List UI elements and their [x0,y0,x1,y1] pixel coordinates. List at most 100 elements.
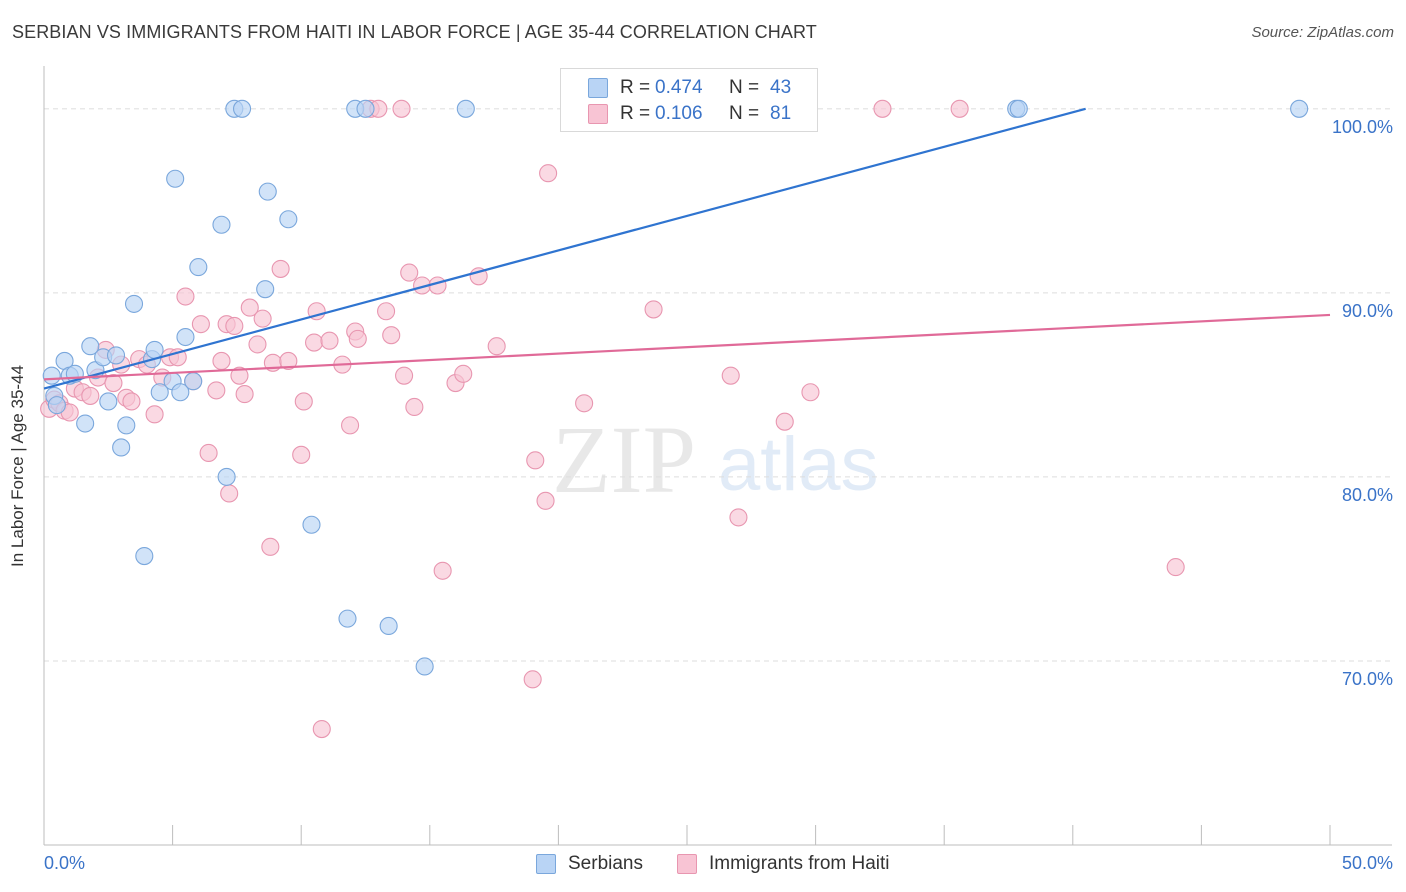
serbian-point [189,258,208,277]
chart-title: SERBIAN VS IMMIGRANTS FROM HAITI IN LABO… [12,22,817,42]
serbian-point [145,340,164,359]
serbians-legend-label: Serbians [568,853,643,874]
serbian-point [415,657,434,676]
haiti-point [575,394,594,413]
n-value: 81 [770,103,792,124]
haiti-point [212,351,231,371]
haiti-point [395,366,414,385]
serbian-point [81,337,100,356]
serbian-point [47,396,66,415]
haiti-point [526,451,545,470]
haiti-point [392,99,411,118]
x-tick-label: 0.0% [44,853,85,873]
grid-lines [44,108,1392,662]
haiti-point [253,309,272,328]
serbians-legend-swatch [536,854,556,874]
serbian-point [42,366,61,385]
haiti-point [729,508,748,527]
haiti-point [279,351,298,371]
axes [43,66,1392,846]
serbian-point [117,416,136,435]
haiti-point [294,392,313,411]
y-tick-label: 100.0% [1332,117,1393,137]
haiti-legend-label: Immigrants from Haiti [709,853,890,874]
haiti-point [801,383,820,402]
haiti-point [341,416,360,435]
haiti-point [261,537,280,556]
serbian-point [99,392,118,411]
r-value: 0.474 [655,77,703,98]
serbian-point [217,467,236,486]
haiti-point [487,337,506,356]
serbian-point [76,414,95,433]
serbian-point [112,438,131,457]
haiti-point [644,300,663,319]
haiti-point [1166,558,1185,577]
haiti-point [207,381,226,400]
serbian-point [338,609,357,628]
correlation-legend: R = 0.474 N = 43 R = 0.106 N = 81 [560,68,818,132]
serbian-point [302,515,321,534]
serbian-point [379,616,398,636]
haiti-point [104,373,123,393]
serbians-swatch [588,78,608,98]
haiti-point [225,316,244,336]
haiti-point [305,333,324,352]
serbian-point [176,327,195,347]
tick-labels: 70.0% 80.0% 90.0% 100.0% 0.0% 50.0% [44,117,1393,873]
haiti-point [191,315,210,334]
haiti-point [536,491,555,510]
watermark-zip: ZIP [552,406,696,513]
haiti-point [382,326,401,345]
haiti-point [240,298,259,317]
n-label: N = [729,77,760,98]
n-value: 43 [770,77,792,98]
x-tick-label: 50.0% [1342,853,1393,873]
trend-lines [43,107,1331,390]
y-tick-label: 90.0% [1342,301,1393,321]
serbian-point [258,182,277,201]
serbian-point [124,294,144,313]
serbian-point [171,383,190,402]
haiti-point [377,302,396,321]
haiti-point [220,484,239,503]
haiti-point [292,445,311,464]
serbian-point [135,546,154,566]
haiti-point [312,719,331,739]
haiti-point [235,385,254,404]
n-label: N = [729,103,760,124]
haiti-point [775,412,794,431]
serbian-point [1290,99,1309,118]
haiti-point [523,670,542,689]
haiti-point [271,259,290,278]
haiti-point [199,443,218,463]
r-value: 0.106 [655,103,703,124]
haiti-point [950,99,969,118]
haiti-point [145,405,164,424]
haiti-point [320,331,339,350]
source-label: Source: ZipAtlas.com [1251,24,1394,41]
haiti-point [400,263,419,282]
serbian-point [150,383,169,402]
haiti-trend-line [43,313,1331,381]
haiti-point [454,364,473,383]
serbian-point [456,99,475,118]
haiti-point [176,287,195,306]
serbian-trend-line [43,107,1086,390]
serbian-point [166,169,185,188]
serbian-point [356,99,375,118]
haiti-point [539,164,558,183]
r-label: R = [620,77,651,98]
serbian-point [1009,99,1028,118]
haiti-point [230,366,249,385]
haiti-point [81,386,100,405]
y-axis-label: In Labor Force | Age 35-44 [8,365,27,567]
serbian-point [106,346,126,365]
serbian-point [279,210,298,229]
haiti-point [248,335,267,354]
y-tick-label: 70.0% [1342,669,1393,689]
haiti-point [405,397,424,417]
y-tick-label: 80.0% [1342,485,1393,505]
serbian-point [232,99,252,118]
